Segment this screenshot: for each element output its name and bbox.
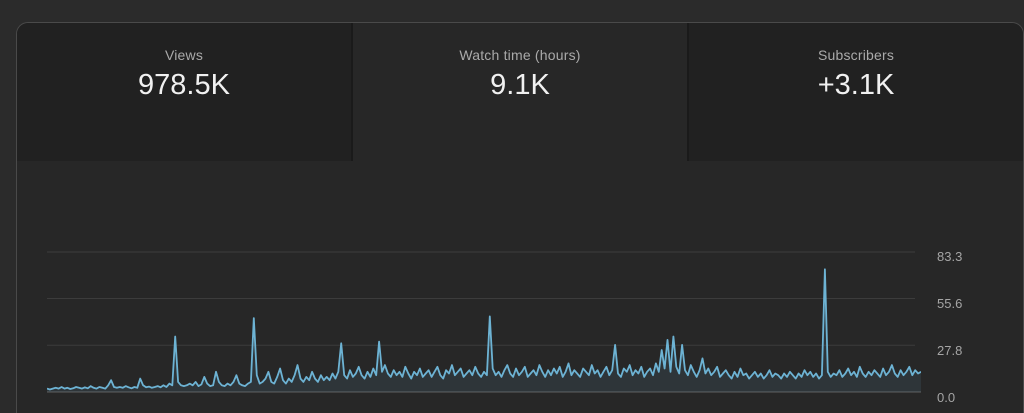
line-chart-canvas[interactable] xyxy=(47,237,921,399)
tab-views[interactable]: Views 978.5K xyxy=(17,23,351,161)
analytics-card: Views 978.5K Watch time (hours) 9.1K Sub… xyxy=(16,22,1024,413)
views-value: 978.5K xyxy=(138,69,230,101)
tab-watch-time[interactable]: Watch time (hours) 9.1K xyxy=(353,23,687,161)
ytick-0-0: 0.0 xyxy=(937,390,956,405)
views-label: Views xyxy=(164,47,204,63)
ytick-55-6: 55.6 xyxy=(937,296,963,311)
ytick-83-3: 83.3 xyxy=(937,249,963,264)
watch-time-value: 9.1K xyxy=(490,69,550,101)
watch-time-label: Watch time (hours) xyxy=(459,47,581,63)
tab-divider xyxy=(351,23,353,161)
metric-tab-bar: Views 978.5K Watch time (hours) 9.1K Sub… xyxy=(17,23,1023,161)
subscribers-value: +3.1K xyxy=(817,69,895,101)
ytick-27-8: 27.8 xyxy=(937,343,963,358)
watch-time-chart[interactable]: 83.3 55.6 27.8 0.0 9+ 9+ 9+ 9+ 9+ xyxy=(17,161,1023,413)
tab-subscribers[interactable]: Subscribers +3.1K xyxy=(689,23,1023,161)
subscribers-label: Subscribers xyxy=(817,47,895,63)
tab-divider xyxy=(687,23,689,161)
